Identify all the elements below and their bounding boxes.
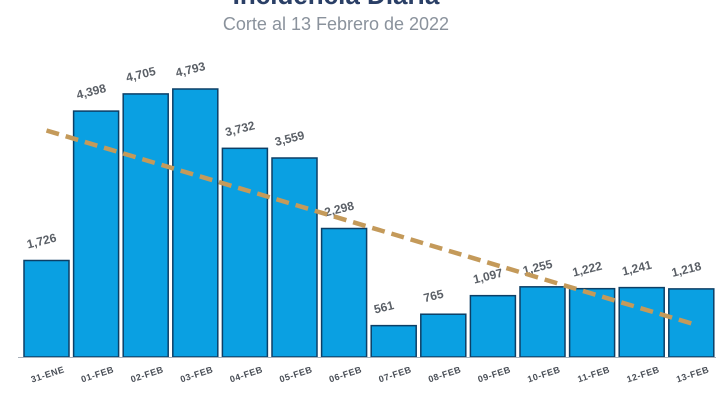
- bar-05-feb: [271, 157, 318, 358]
- x-axis-ticks: 31-ENE 01-FEB 02-FEB 03-FEB 04-FEB 05-FEB 06-F…: [30, 364, 711, 384]
- data-label-01-feb: 4,398: [75, 81, 108, 102]
- data-label-12-feb: 1,241: [621, 258, 654, 279]
- bar-12-feb: [618, 286, 665, 358]
- trendline: [45, 128, 692, 326]
- data-label-08-feb: 765: [422, 287, 445, 306]
- tick-label-02-feb: 02-FEB: [129, 364, 164, 384]
- bar-10-feb: [519, 286, 566, 358]
- chart-title: Incidencia Diaria: [233, 0, 440, 10]
- tick-label-06-feb: 06-FEB: [328, 364, 363, 384]
- bar-09-feb: [469, 294, 517, 358]
- tick-label-31-ene: 31-ENE: [30, 364, 66, 384]
- data-label-07-feb: 561: [373, 298, 396, 317]
- tick-label-01-feb: 01-FEB: [80, 364, 115, 384]
- bar-31-ene: [23, 259, 70, 358]
- tick-label-07-feb: 07-FEB: [377, 364, 412, 384]
- tick-label-04-feb: 04-FEB: [229, 364, 264, 384]
- bar-02-feb: [122, 93, 169, 358]
- bar-08-feb: [420, 313, 467, 358]
- data-label-31-ene: 1,726: [25, 230, 58, 251]
- tick-label-03-feb: 03-FEB: [179, 364, 214, 384]
- tick-label-09-feb: 09-FEB: [477, 364, 512, 384]
- bars: [23, 88, 715, 358]
- data-label-13-feb: 1,218: [670, 259, 703, 280]
- data-label-11-feb: 1,222: [571, 259, 604, 280]
- bar-04-feb: [221, 147, 269, 358]
- tick-label-12-feb: 12-FEB: [625, 364, 660, 384]
- tick-label-08-feb: 08-FEB: [427, 364, 462, 384]
- data-label-03-feb: 4,793: [174, 59, 207, 80]
- tick-label-05-feb: 05-FEB: [278, 364, 313, 384]
- bar-03-feb: [172, 88, 219, 358]
- tick-label-11-feb: 11-FEB: [576, 364, 611, 384]
- bar-06-feb: [320, 227, 368, 358]
- data-label-09-feb: 1,097: [472, 266, 505, 287]
- tick-label-10-feb: 10-FEB: [526, 364, 561, 384]
- data-label-05-feb: 3,559: [273, 128, 306, 149]
- tick-label-13-feb: 13-FEB: [675, 364, 710, 384]
- chart-subtitle: Corte al 13 Febrero de 2022: [223, 14, 449, 34]
- data-label-02-feb: 4,705: [125, 64, 158, 85]
- data-label-04-feb: 3,732: [224, 118, 257, 139]
- bar-07-feb: [370, 324, 417, 358]
